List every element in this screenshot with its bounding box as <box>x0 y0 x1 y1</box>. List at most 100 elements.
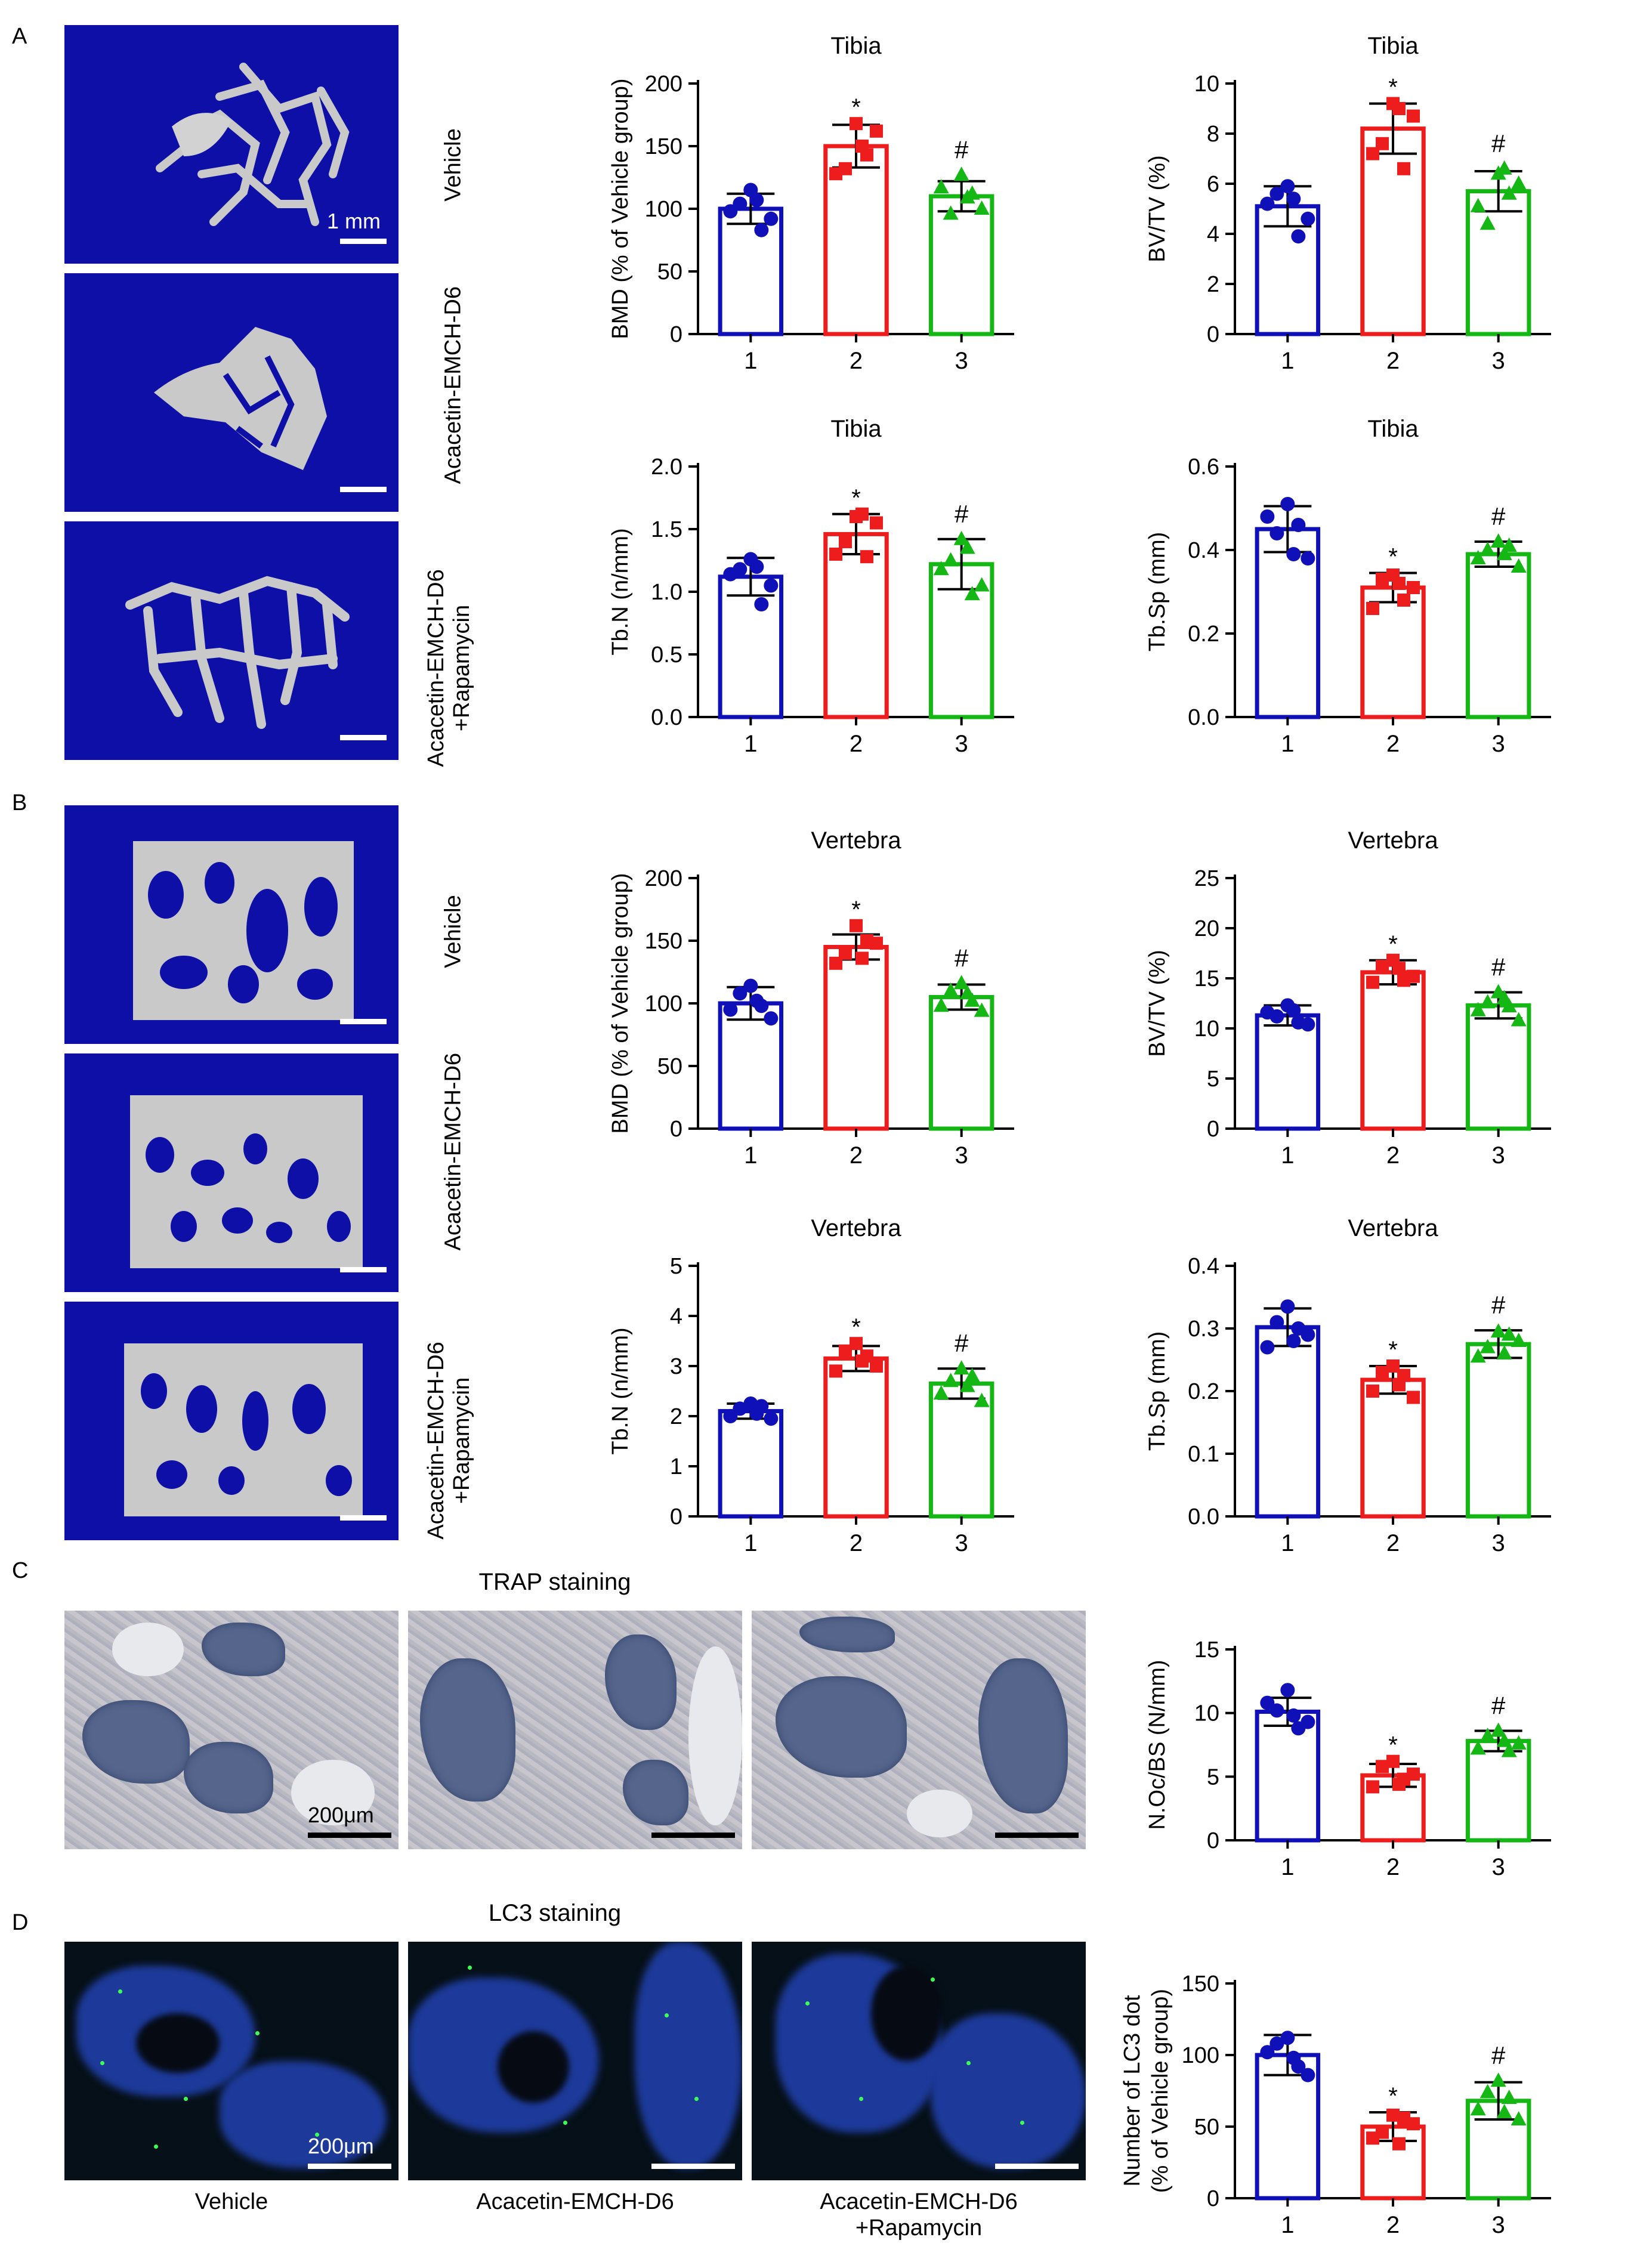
y-tick-label: 0.0 <box>1188 1504 1219 1529</box>
data-point <box>933 997 949 1012</box>
bar <box>1465 1739 1531 1843</box>
data-point <box>1291 229 1306 244</box>
data-point <box>1270 1315 1284 1330</box>
data-point <box>1260 196 1275 211</box>
x-tick-label: 3 <box>955 731 968 757</box>
significance-marker: # <box>955 500 969 528</box>
x-tick-label: 3 <box>1492 1854 1505 1880</box>
data-point <box>1286 191 1301 206</box>
x-tick-label: 3 <box>955 348 968 374</box>
data-point <box>1280 1299 1295 1314</box>
y-tick-label: 0.4 <box>1188 538 1219 563</box>
data-point <box>953 975 969 990</box>
y-tick-label: 50 <box>657 1054 682 1079</box>
bar <box>928 995 994 1131</box>
y-tick-label: 10 <box>1194 72 1219 97</box>
data-point <box>1286 1334 1301 1348</box>
data-point <box>1397 162 1410 175</box>
chart-vertebra-tbn: Vertebra Tb.N (n/mm) 0 1 2 3 4 5 1 2 * 3 # <box>608 1215 1014 1556</box>
y-axis-label: N.Oc/BS (N/mm) <box>1145 1660 1170 1830</box>
data-point <box>1270 2036 1284 2051</box>
data-point <box>1280 1683 1295 1698</box>
data-point <box>1366 1780 1379 1794</box>
caption-acacetin-rapamycin: Acacetin-EMCH-D6 +Rapamycin <box>752 2189 1086 2241</box>
x-tick-label: 3 <box>1492 1530 1505 1556</box>
data-point <box>850 919 863 932</box>
data-point <box>1496 990 1512 1005</box>
data-point <box>1490 1722 1506 1737</box>
panel-letter-d: D <box>12 1910 29 1935</box>
scale-bar <box>340 1019 387 1024</box>
bar <box>1465 189 1531 336</box>
x-tick-label: 1 <box>1281 1142 1294 1169</box>
data-point <box>1496 2104 1512 2118</box>
y-axis-label: Tb.N (n/mm) <box>608 528 633 655</box>
significance-marker: * <box>851 1314 861 1340</box>
chart-title: Tibia <box>830 416 882 442</box>
chart-title: Tibia <box>1367 33 1419 59</box>
chart-title: Vertebra <box>1348 827 1438 854</box>
data-point <box>1376 1760 1389 1773</box>
data-point <box>1480 994 1496 1009</box>
y-tick-label: 5 <box>1207 1765 1219 1790</box>
y-tick-label: 200 <box>645 866 682 891</box>
x-tick-label: 2 <box>1386 348 1400 374</box>
significance-marker: # <box>1491 502 1506 530</box>
data-point <box>1286 1708 1301 1723</box>
bar <box>718 1409 784 1519</box>
data-point <box>1376 137 1389 150</box>
data-point <box>1501 1326 1517 1341</box>
y-tick-label: 1.0 <box>651 580 682 605</box>
data-point <box>1280 179 1295 194</box>
y-tick-label: 0.1 <box>1188 1442 1219 1467</box>
chart-lc3-dot: Number of LC3 dot (% of Vehicle group) 0 50… <box>1120 1972 1551 2238</box>
x-tick-label: 1 <box>1281 1854 1294 1880</box>
data-point <box>1480 1728 1496 1742</box>
scale-bar <box>340 735 387 740</box>
data-point <box>839 947 852 960</box>
significance-marker: # <box>955 1329 969 1357</box>
significance-marker: # <box>955 135 969 163</box>
scale-bar <box>308 2164 391 2169</box>
data-point <box>1291 1721 1306 1736</box>
trap-image-acacetin <box>408 1611 742 1849</box>
x-tick-label: 3 <box>1492 348 1505 374</box>
data-point <box>974 1002 990 1017</box>
data-point <box>1286 1003 1301 1018</box>
data-point <box>959 1377 975 1392</box>
significance-marker: # <box>1491 2041 1506 2069</box>
y-tick-label: 0 <box>1207 2186 1219 2211</box>
data-point <box>964 1367 980 1382</box>
x-tick-label: 2 <box>1386 1530 1400 1556</box>
x-tick-label: 1 <box>744 1530 757 1556</box>
x-tick-label: 2 <box>850 348 863 374</box>
scale-label-1mm: 1 mm <box>327 209 381 233</box>
label-acacetin: Acacetin-EMCH-D6 <box>440 1052 466 1251</box>
data-point <box>974 577 990 592</box>
data-point <box>933 179 949 194</box>
y-tick-label: 0.0 <box>1188 705 1219 730</box>
significance-marker: * <box>851 897 861 923</box>
data-point <box>1291 1321 1306 1336</box>
data-point <box>1260 2045 1275 2060</box>
y-tick-label: 15 <box>1194 966 1219 991</box>
data-point <box>1480 2084 1496 2099</box>
chart-title: Tibia <box>830 33 882 59</box>
data-point <box>1480 542 1496 556</box>
trap-image-vehicle: 200μm <box>64 1611 399 1849</box>
microct-vertebra-rapamycin <box>64 1302 399 1540</box>
data-point <box>1376 573 1389 586</box>
data-point <box>1366 1385 1379 1398</box>
data-point <box>1397 974 1410 987</box>
trabecular-bone-render <box>130 1095 363 1268</box>
bar <box>1360 585 1426 719</box>
y-axis-label-line: Number of LC3 dot <box>1120 1995 1145 2186</box>
bar <box>823 1356 889 1519</box>
data-point <box>1260 1340 1275 1355</box>
significance-marker: # <box>1491 953 1506 981</box>
x-tick-label: 2 <box>1386 731 1400 757</box>
y-tick-label: 15 <box>1194 1637 1219 1663</box>
data-point <box>1270 1703 1284 1718</box>
microct-tibia-rapamycin <box>64 521 399 760</box>
data-point <box>1301 211 1315 226</box>
